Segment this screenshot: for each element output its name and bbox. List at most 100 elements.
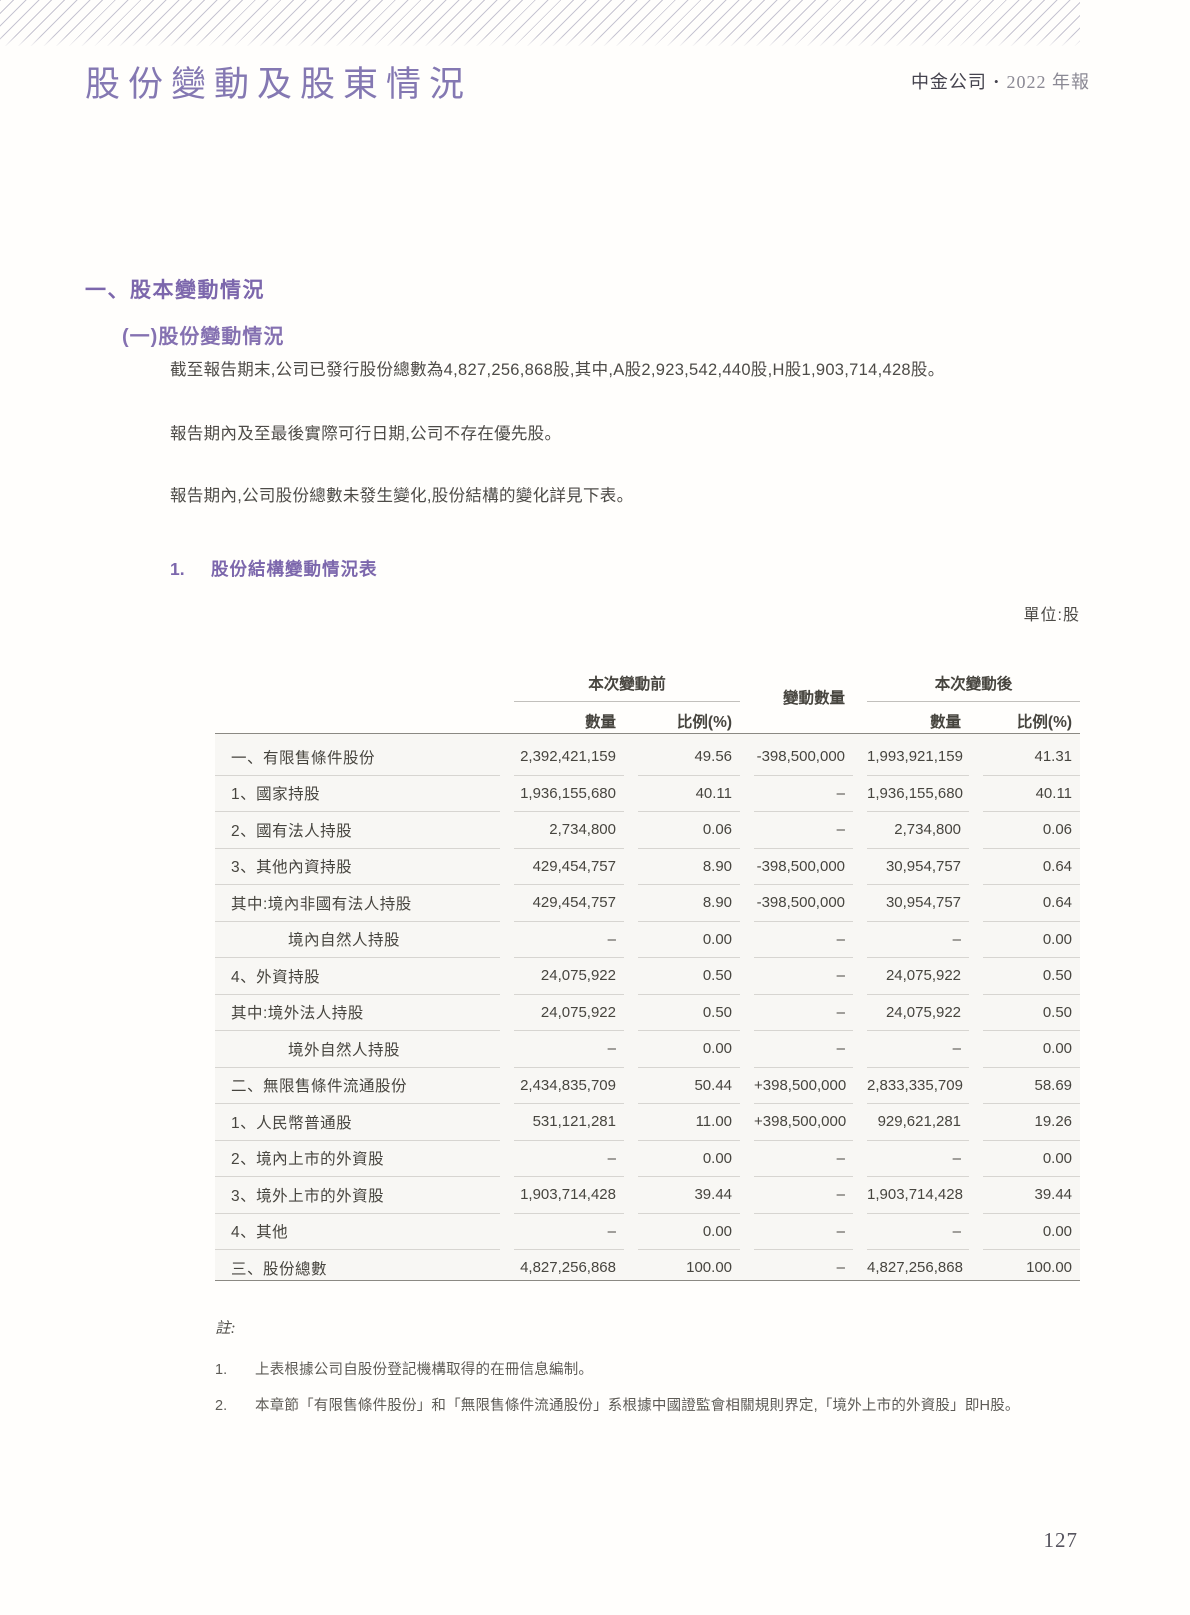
cell-before-qty: 24,075,922 <box>514 995 624 1031</box>
notes-label: 註: <box>215 1320 236 1337</box>
cell-before-qty: – <box>514 922 624 958</box>
cell-change: – <box>836 1259 846 1277</box>
cell-before-qty: 531,121,281 <box>514 1104 624 1141</box>
masthead: 中金公司 • 2022 年報 <box>911 68 1090 94</box>
table-header-rule <box>215 733 1080 734</box>
cell-before-pct: 8.90 <box>638 885 741 922</box>
notes-section: 註: 1. 上表根據公司自股份登記機構取得的在冊信息編制。 2. 本章節「有限售… <box>215 1316 1085 1431</box>
cell-change: -398,500,000 <box>754 885 854 922</box>
cell-change: +398,500,000 <box>754 1068 854 1104</box>
row-label: 其中:境外法人持股 <box>215 995 500 1031</box>
cell-after-pct: 0.00 <box>983 1214 1081 1250</box>
row-label: 一、有限售條件股份 <box>215 739 500 776</box>
cell-after-qty: 1,936,155,680 <box>867 776 970 812</box>
row-label: 1、人民幣普通股 <box>215 1104 500 1141</box>
cell-after-qty: 4,827,256,868 <box>867 1259 963 1277</box>
cell-before-qty: 2,434,835,709 <box>514 1068 624 1104</box>
cell-after-qty: – <box>867 922 970 958</box>
table-heading: 1. 股份結構變動情況表 <box>170 556 378 581</box>
note-number: 1. <box>215 1362 228 1378</box>
cell-change: – <box>754 1031 854 1068</box>
cell-before-pct: 100.00 <box>686 1259 733 1277</box>
header-qty-after: 數量 <box>930 713 962 731</box>
table-row: 3、境外上市的外資股 1,903,714,428 39.44 – 1,903,7… <box>215 1177 1081 1214</box>
row-label: 其中:境內非國有法人持股 <box>215 885 500 922</box>
row-label: 1、國家持股 <box>215 776 500 812</box>
masthead-company: 中金公司 <box>910 72 987 92</box>
cell-after-pct: 0.64 <box>983 849 1081 885</box>
share-structure-table-container: 本次變動前 變動數量 本次變動後 數量 比例(%) 數量 比例(%) 一、有限售… <box>215 655 1081 1295</box>
row-label: 三、股份總數 <box>231 1260 328 1278</box>
header-pct-after: 比例(%) <box>1016 713 1073 731</box>
paragraph-issued-shares: 截至報告期末,公司已發行股份總數為4,827,256,868股,其中,A股2,9… <box>170 361 945 379</box>
cell-before-qty: 429,454,757 <box>514 885 624 922</box>
note-number: 2. <box>215 1398 228 1415</box>
table-row: 境內自然人持股 – 0.00 – – 0.00 <box>215 922 1081 958</box>
cell-after-pct: 41.31 <box>983 739 1081 776</box>
header-pct-before: 比例(%) <box>676 713 733 731</box>
cell-after-qty: – <box>867 1031 970 1068</box>
cell-after-pct: 19.26 <box>983 1104 1081 1141</box>
table-row: 其中:境內非國有法人持股 429,454,757 8.90 -398,500,0… <box>215 885 1081 922</box>
cell-before-pct: 0.00 <box>638 922 741 958</box>
row-label: 二、無限售條件流通股份 <box>215 1068 500 1104</box>
row-label: 4、其他 <box>215 1214 500 1250</box>
paragraph-preferred-shares: 報告期內及至最後實際可行日期,公司不存在優先股。 <box>170 425 562 443</box>
cell-before-pct: 49.56 <box>638 739 741 776</box>
note-item: 2. 本章節「有限售條件股份」和「無限售條件流通股份」系根據中國證監會相關規則界… <box>215 1394 1085 1419</box>
cell-before-qty: 2,392,421,159 <box>514 739 624 776</box>
paragraph-structure-change: 報告期內,公司股份總數未發生變化,股份結構的變化詳見下表。 <box>170 487 634 505</box>
hatch-band-decoration <box>0 0 1080 46</box>
cell-before-pct: 0.00 <box>638 1141 741 1177</box>
cell-after-qty: – <box>867 1141 970 1177</box>
cell-before-pct: 39.44 <box>638 1177 741 1214</box>
table-row: 2、國有法人持股 2,734,800 0.06 – 2,734,800 0.06 <box>215 812 1081 849</box>
cell-after-qty: 24,075,922 <box>867 995 970 1031</box>
table-row: 4、外資持股 24,075,922 0.50 – 24,075,922 0.50 <box>215 958 1081 995</box>
cell-after-qty: 1,903,714,428 <box>867 1177 970 1214</box>
table-header: 本次變動前 變動數量 本次變動後 數量 比例(%) 數量 比例(%) <box>215 655 1081 739</box>
table-row: 2、境內上市的外資股 – 0.00 – – 0.00 <box>215 1141 1081 1177</box>
cell-before-qty: 429,454,757 <box>514 849 624 885</box>
cell-after-qty: 24,075,922 <box>867 958 970 995</box>
cell-after-pct: 0.64 <box>983 885 1081 922</box>
cell-after-pct: 0.00 <box>983 922 1081 958</box>
page-number: 127 <box>1043 1528 1078 1552</box>
cell-after-pct: 100.00 <box>1026 1259 1073 1277</box>
cell-change: +398,500,000 <box>754 1104 854 1141</box>
row-label: 3、境外上市的外資股 <box>215 1177 500 1214</box>
cell-after-qty: 30,954,757 <box>867 849 970 885</box>
cell-before-qty: 4,827,256,868 <box>520 1259 616 1277</box>
header-after-change: 本次變動後 <box>867 655 1081 702</box>
table-body-background <box>215 733 1080 1281</box>
cell-before-pct: 0.00 <box>638 1031 741 1068</box>
cell-after-qty: 2,833,335,709 <box>867 1068 970 1104</box>
cell-after-pct: 0.06 <box>983 812 1081 849</box>
cell-before-pct: 50.44 <box>638 1068 741 1104</box>
header-change-amount: 變動數量 <box>783 690 846 707</box>
row-label: 境內自然人持股 <box>215 922 500 958</box>
table-row: 三、股份總數 4,827,256,868 100.00 – 4,827,256,… <box>215 1250 1080 1286</box>
cell-before-qty: – <box>514 1031 624 1068</box>
cell-after-pct: 0.00 <box>983 1141 1081 1177</box>
table-row: 二、無限售條件流通股份 2,434,835,709 50.44 +398,500… <box>215 1068 1081 1104</box>
header-spacer <box>215 655 500 702</box>
cell-after-pct: 0.00 <box>983 1031 1081 1068</box>
cell-before-qty: – <box>514 1141 624 1177</box>
cell-before-pct: 8.90 <box>638 849 741 885</box>
table-heading-number: 1. <box>170 559 185 579</box>
cell-after-qty: – <box>867 1214 970 1250</box>
note-text: 上表根據公司自股份登記機構取得的在冊信息編制。 <box>255 1362 594 1378</box>
cell-change: – <box>754 776 854 812</box>
cell-after-qty: 929,621,281 <box>867 1104 970 1141</box>
cell-after-pct: 0.50 <box>983 958 1081 995</box>
table-row: 3、其他內資持股 429,454,757 8.90 -398,500,000 3… <box>215 849 1081 885</box>
cell-before-pct: 0.06 <box>638 812 741 849</box>
cell-change: – <box>754 922 854 958</box>
cell-before-qty: 24,075,922 <box>514 958 624 995</box>
cell-change: – <box>754 1141 854 1177</box>
cell-change: -398,500,000 <box>754 849 854 885</box>
cell-change: – <box>754 812 854 849</box>
row-label: 2、境內上市的外資股 <box>215 1141 500 1177</box>
